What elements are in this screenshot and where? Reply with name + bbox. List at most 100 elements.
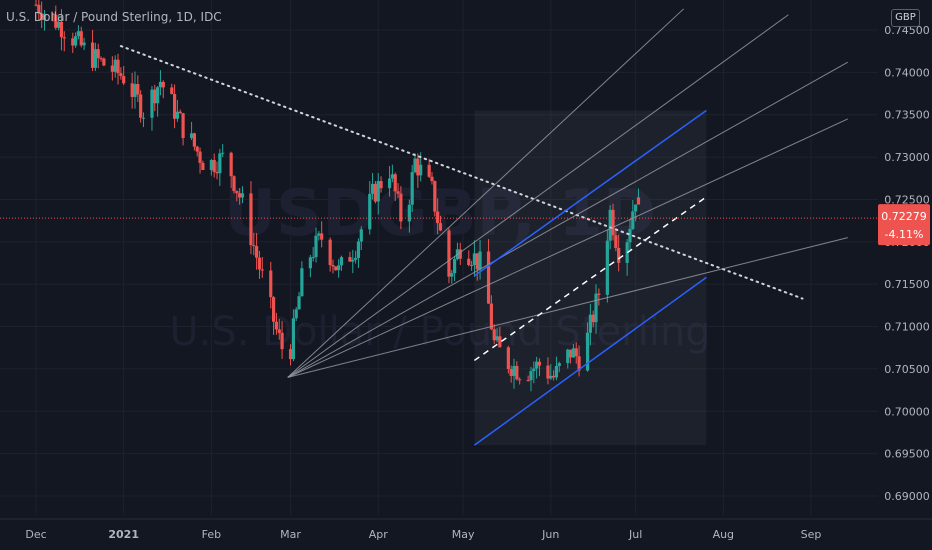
candle-body bbox=[427, 164, 431, 177]
candle-body bbox=[486, 251, 491, 304]
candle-body bbox=[308, 257, 312, 269]
candle-body bbox=[571, 348, 576, 358]
candle-body bbox=[354, 258, 358, 260]
candle-body bbox=[359, 229, 363, 242]
candle-body bbox=[568, 349, 573, 358]
x-tick-label: Jul bbox=[628, 528, 642, 541]
candle-body bbox=[407, 204, 411, 222]
candle-body bbox=[370, 183, 375, 194]
x-tick-label: Feb bbox=[202, 528, 221, 541]
candle-body bbox=[574, 348, 578, 357]
candle-body bbox=[447, 230, 451, 277]
candle-body bbox=[170, 87, 174, 95]
candle-body bbox=[90, 42, 95, 68]
y-tick-label: 0.69000 bbox=[884, 490, 930, 503]
candle-body bbox=[153, 89, 157, 104]
candle-body bbox=[390, 174, 394, 179]
candle-body bbox=[150, 89, 154, 118]
candle-body bbox=[331, 265, 335, 267]
candle-body bbox=[433, 181, 437, 212]
candle-body bbox=[71, 38, 75, 46]
candle-body bbox=[300, 268, 304, 297]
candle-body bbox=[59, 21, 64, 38]
symbol-legend[interactable]: U.S. Dollar / Pound Sterling, 1D, IDC bbox=[6, 10, 222, 24]
x-tick-label: Aug bbox=[713, 528, 734, 541]
last-price-change: -4.11% bbox=[885, 228, 924, 241]
candle-body bbox=[130, 83, 134, 97]
candle-body bbox=[512, 365, 516, 376]
candle-body bbox=[102, 58, 106, 66]
candle-body bbox=[518, 379, 522, 381]
candle-body bbox=[515, 365, 519, 380]
candle-body bbox=[631, 211, 635, 229]
candle-body bbox=[40, 13, 44, 21]
candle-body bbox=[122, 76, 126, 84]
candle-body bbox=[136, 84, 140, 95]
candle-body bbox=[387, 178, 392, 189]
y-tick-label: 0.73500 bbox=[884, 109, 930, 122]
candle-body bbox=[133, 84, 137, 97]
candle-body bbox=[617, 247, 621, 263]
candle-body bbox=[478, 251, 482, 270]
candle-body bbox=[492, 329, 496, 341]
candle-body bbox=[195, 146, 199, 152]
fan-line bbox=[287, 14, 789, 378]
candle-body bbox=[410, 172, 414, 205]
candle-body bbox=[73, 36, 78, 46]
symbol-interval: 1D bbox=[176, 10, 193, 24]
candle-body bbox=[628, 228, 632, 243]
candle-body bbox=[311, 257, 315, 259]
x-axis-ticks: Dec 2021 Feb Mar Apr May Jun Jul Aug Sep bbox=[25, 528, 821, 541]
candle-body bbox=[450, 273, 454, 277]
candle-body bbox=[288, 349, 293, 360]
currency-badge[interactable]: GBP bbox=[891, 9, 920, 27]
symbol-name: U.S. Dollar / Pound Sterling bbox=[6, 10, 169, 24]
candle-body bbox=[260, 269, 264, 271]
y-tick-label: 0.69500 bbox=[884, 448, 930, 461]
candle-body bbox=[552, 375, 556, 378]
candle-body bbox=[351, 259, 355, 262]
candle-body bbox=[314, 235, 318, 258]
candle-body bbox=[82, 42, 86, 46]
candle-body bbox=[280, 332, 284, 350]
x-tick-label: Dec bbox=[25, 528, 46, 541]
last-price-label[interactable]: 0.72279 -4.11% bbox=[878, 204, 930, 246]
candle-body bbox=[634, 204, 638, 212]
candle-body bbox=[526, 380, 530, 382]
candle-body bbox=[399, 193, 403, 222]
channel-mid-line bbox=[473, 196, 707, 362]
candle-body bbox=[348, 257, 352, 262]
time-axis[interactable] bbox=[0, 519, 932, 550]
candle-body bbox=[356, 241, 361, 259]
candle-body bbox=[509, 369, 513, 376]
watermark-symbol: USDGBP, 1D bbox=[224, 177, 656, 251]
candle-body bbox=[549, 375, 553, 379]
candle-body bbox=[577, 356, 581, 371]
candle-body bbox=[221, 152, 225, 154]
y-tick-label: 0.74500 bbox=[884, 24, 930, 37]
candle-body bbox=[139, 94, 143, 118]
channel-fill bbox=[474, 110, 707, 446]
candle-body bbox=[277, 329, 281, 333]
candle-body bbox=[297, 296, 301, 310]
x-tick-label: 2021 bbox=[108, 528, 139, 541]
candle-body bbox=[178, 111, 182, 114]
candle-body bbox=[54, 14, 58, 28]
price-axis[interactable] bbox=[878, 0, 932, 515]
candle-body bbox=[317, 233, 321, 236]
candle-body bbox=[113, 59, 117, 72]
candle-body bbox=[557, 363, 561, 367]
channel-lower-line bbox=[473, 276, 707, 446]
candle-body bbox=[430, 176, 434, 182]
fan-line bbox=[287, 61, 849, 378]
candle-body bbox=[469, 264, 474, 266]
candle-body bbox=[212, 159, 216, 172]
y-tick-label: 0.73000 bbox=[884, 151, 930, 164]
candle-body bbox=[489, 303, 493, 330]
candle-body bbox=[416, 158, 420, 176]
watermark: USDGBP, 1D U.S. Dollar / Pound Sterling bbox=[169, 177, 710, 355]
candle-body bbox=[96, 49, 100, 59]
candle-body bbox=[274, 321, 279, 330]
